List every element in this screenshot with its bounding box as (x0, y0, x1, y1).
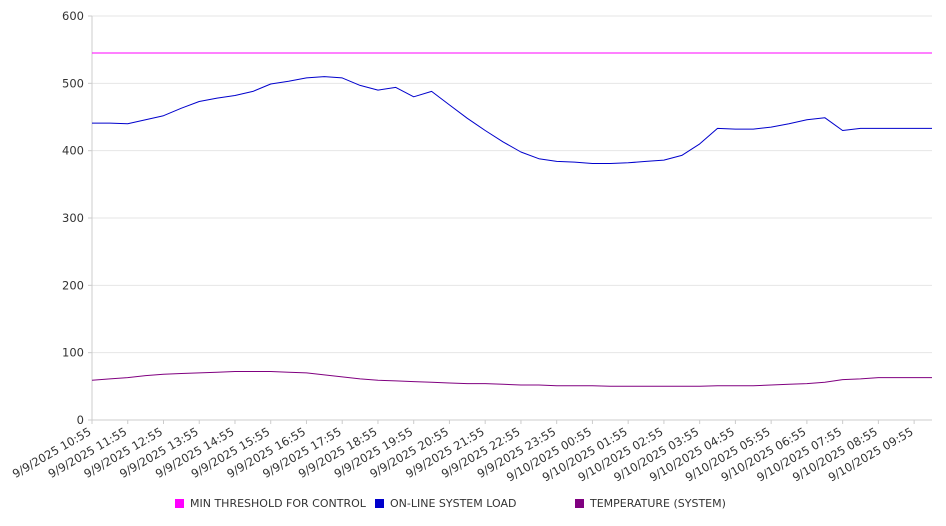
y-tick-label: 500 (62, 76, 84, 90)
x-axis-ticks: 9/9/2025 10:559/9/2025 11:559/9/2025 12:… (10, 420, 916, 484)
y-axis-ticks: 0 100 200 300 400 500 600 (62, 9, 92, 427)
y-tick-label: 200 (62, 278, 84, 292)
legend-swatch-temperature-system (575, 499, 584, 508)
legend-swatch-online-system-load (375, 499, 384, 508)
legend: MIN THRESHOLD FOR CONTROL ON-LINE SYSTEM… (0, 497, 946, 515)
y-tick-label: 400 (62, 144, 84, 158)
y-tick-label: 600 (62, 9, 84, 23)
gridlines (92, 15, 932, 354)
series-line-temperature-system (91, 371, 932, 387)
y-tick-label: 300 (62, 211, 84, 225)
series-layer (91, 52, 932, 387)
legend-label-min-threshold: MIN THRESHOLD FOR CONTROL (190, 497, 366, 510)
legend-item-online-system-load[interactable]: ON-LINE SYSTEM LOAD (375, 497, 516, 510)
y-tick-label: 0 (77, 413, 84, 427)
legend-item-temperature-system[interactable]: TEMPERATURE (SYSTEM) (575, 497, 726, 510)
y-tick-label: 100 (62, 346, 84, 360)
legend-label-online-system-load: ON-LINE SYSTEM LOAD (390, 497, 517, 510)
series-line-online-system-load (92, 76, 932, 164)
legend-swatch-min-threshold (175, 499, 184, 508)
legend-item-min-threshold[interactable]: MIN THRESHOLD FOR CONTROL (175, 497, 366, 510)
legend-label-temperature-system: TEMPERATURE (SYSTEM) (590, 497, 726, 510)
